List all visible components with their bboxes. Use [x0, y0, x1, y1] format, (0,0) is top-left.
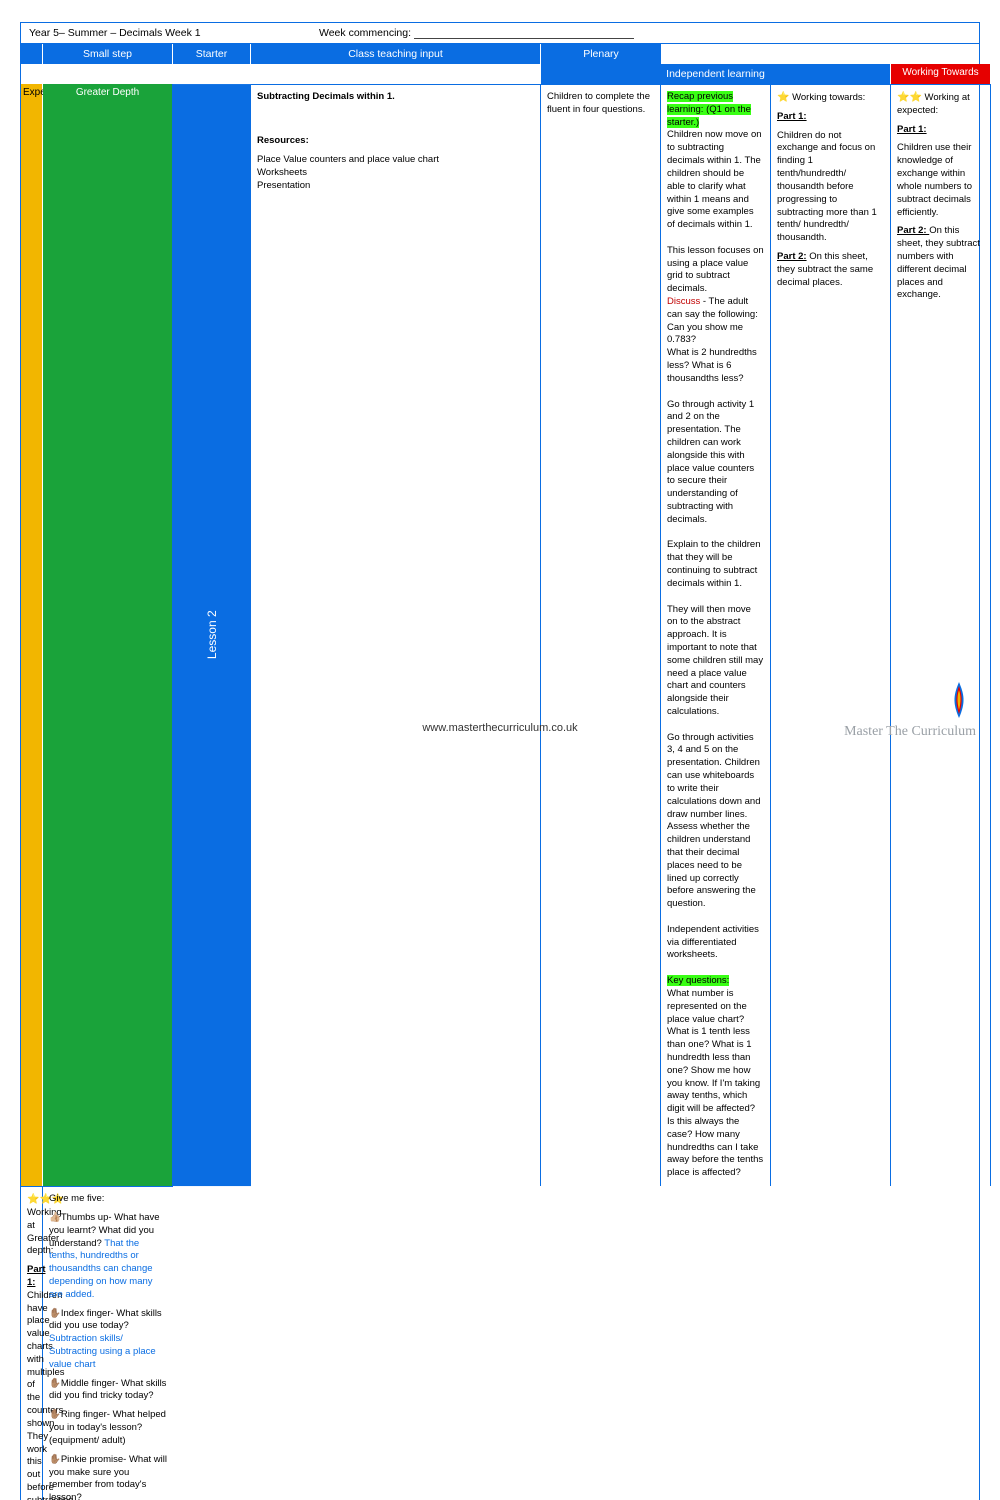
col-independent: Independent learning — [541, 64, 891, 84]
ring-q: Ring finger- What helped you in today's … — [49, 1409, 166, 1446]
title-bar: Year 5– Summer – Decimals Week 1 Week co… — [21, 23, 979, 44]
ex-p1-label: Part 1: — [897, 124, 927, 135]
star-icon: ⭐ — [777, 92, 789, 103]
wt-intro: Working towards: — [789, 92, 865, 103]
teach-p3: Go through activity 1 and 2 on the prese… — [667, 399, 764, 527]
cell-expected: ⭐⭐ Working at expected: Part 1: Children… — [891, 84, 991, 1186]
teach-p7: Independent activities via differentiate… — [667, 924, 764, 962]
plan-grid: Small step Starter Class teaching input … — [21, 44, 979, 1500]
star-icon: ⭐⭐ — [897, 92, 922, 103]
pinkie-q: Pinkie promise- What will you make sure … — [49, 1454, 167, 1500]
recap-highlight: Recap previous learning: (Q1 on the star… — [667, 91, 751, 128]
teach-p2d: What is 2 hundredths less? What is 6 tho… — [667, 347, 764, 385]
step-title: Subtracting Decimals within 1. — [257, 91, 534, 104]
col-plenary: Plenary — [541, 44, 661, 64]
lesson-sidebar: Lesson 2 — [173, 84, 251, 1186]
cell-small-step: Subtracting Decimals within 1. Resources… — [251, 84, 541, 1186]
wt-p1: Children do not exchange and focus on fi… — [777, 130, 884, 245]
sidebar-header-blank — [21, 44, 43, 64]
cell-starter: Children to complete the fluent in four … — [541, 84, 661, 1186]
teach-p2a: This lesson focuses on using a place val… — [667, 245, 764, 296]
teach-p6: Go through activities 3, 4 and 5 on the … — [667, 732, 764, 911]
hand-icon: ✋🏽 — [49, 1308, 61, 1319]
teach-discuss-line: Discuss - The adult can say the followin… — [667, 296, 764, 322]
index-q: Index finger- What skills did you use to… — [49, 1308, 162, 1332]
doc-title: Year 5– Summer – Decimals Week 1 — [29, 27, 319, 39]
resources-list: Place Value counters and place value cha… — [257, 154, 534, 192]
cell-greater-depth: ⭐⭐⭐ Working at Greater depth: Part 1: Ch… — [21, 1186, 43, 1500]
week-commencing: Week commencing: — [319, 27, 971, 39]
teach-p5: They will then move on to the abstract a… — [667, 604, 764, 719]
thumb-icon: 👍🏼 — [49, 1212, 61, 1223]
blank-line — [414, 28, 634, 39]
wt-p2-label: Part 2: — [777, 251, 807, 262]
teach-p4: Explain to the children that they will b… — [667, 539, 764, 590]
col-small-step: Small step — [43, 44, 173, 64]
plenary-lead: Give me five: — [49, 1193, 167, 1206]
index-ans: Subtraction skills/ Subtracting using a … — [49, 1333, 156, 1370]
ex-p2-label: Part 2: — [897, 225, 929, 236]
lesson-plan-table: Year 5– Summer – Decimals Week 1 Week co… — [20, 22, 980, 1500]
cell-teaching-input: Recap previous learning: (Q1 on the star… — [661, 84, 771, 1186]
key-questions-hl: Key questions: — [667, 975, 729, 986]
subcol-working-towards: Working Towards — [891, 64, 991, 84]
col-starter: Starter — [173, 44, 251, 64]
ex-p2: On this sheet, they subtract numbers wit… — [897, 225, 980, 300]
subcol-greater-depth: Greater Depth — [43, 84, 173, 1186]
wt-p1-label: Part 1: — [777, 111, 807, 122]
cell-working-towards: ⭐ Working towards: Part 1: Children do n… — [771, 84, 891, 1186]
week-label: Week commencing: — [319, 27, 414, 39]
discuss-red: Discuss — [667, 296, 700, 307]
logo-flame-icon — [948, 680, 970, 720]
resources-label: Resources: — [257, 135, 309, 146]
hand-icon: ✋🏽 — [49, 1409, 61, 1420]
cell-plenary: Give me five: 👍🏼Thumbs up- What have you… — [43, 1186, 173, 1500]
col-class-input: Class teaching input — [251, 44, 541, 64]
hand-icon: ✋🏽 — [49, 1454, 61, 1465]
teach-p2c: Can you show me 0.783? — [667, 322, 764, 348]
ex-p1: Children use their knowledge of exchange… — [897, 142, 984, 219]
middle-q: Middle finger- What skills did you find … — [49, 1378, 166, 1402]
hand-icon: ✋🏽 — [49, 1378, 61, 1389]
brand-signature: Master The Curriculum — [844, 724, 976, 740]
teach-p1: Children now move on to subtracting deci… — [667, 129, 764, 232]
subcol-expected: Expected — [21, 84, 43, 1186]
key-questions: What number is represented on the place … — [667, 988, 764, 1180]
